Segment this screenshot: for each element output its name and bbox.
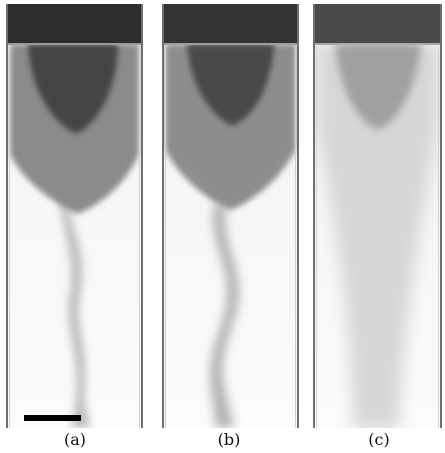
panel-c xyxy=(313,4,442,428)
panel-a-image xyxy=(6,4,143,428)
panel-b-image xyxy=(162,4,299,428)
panel-b-caption: (b) xyxy=(217,430,241,449)
scale-bar xyxy=(24,415,81,421)
panel-a xyxy=(6,4,143,428)
panel-c-image xyxy=(313,4,442,428)
panel-b xyxy=(162,4,299,428)
panel-a-caption: (a) xyxy=(63,430,87,449)
panel-c-caption: (c) xyxy=(368,430,390,449)
